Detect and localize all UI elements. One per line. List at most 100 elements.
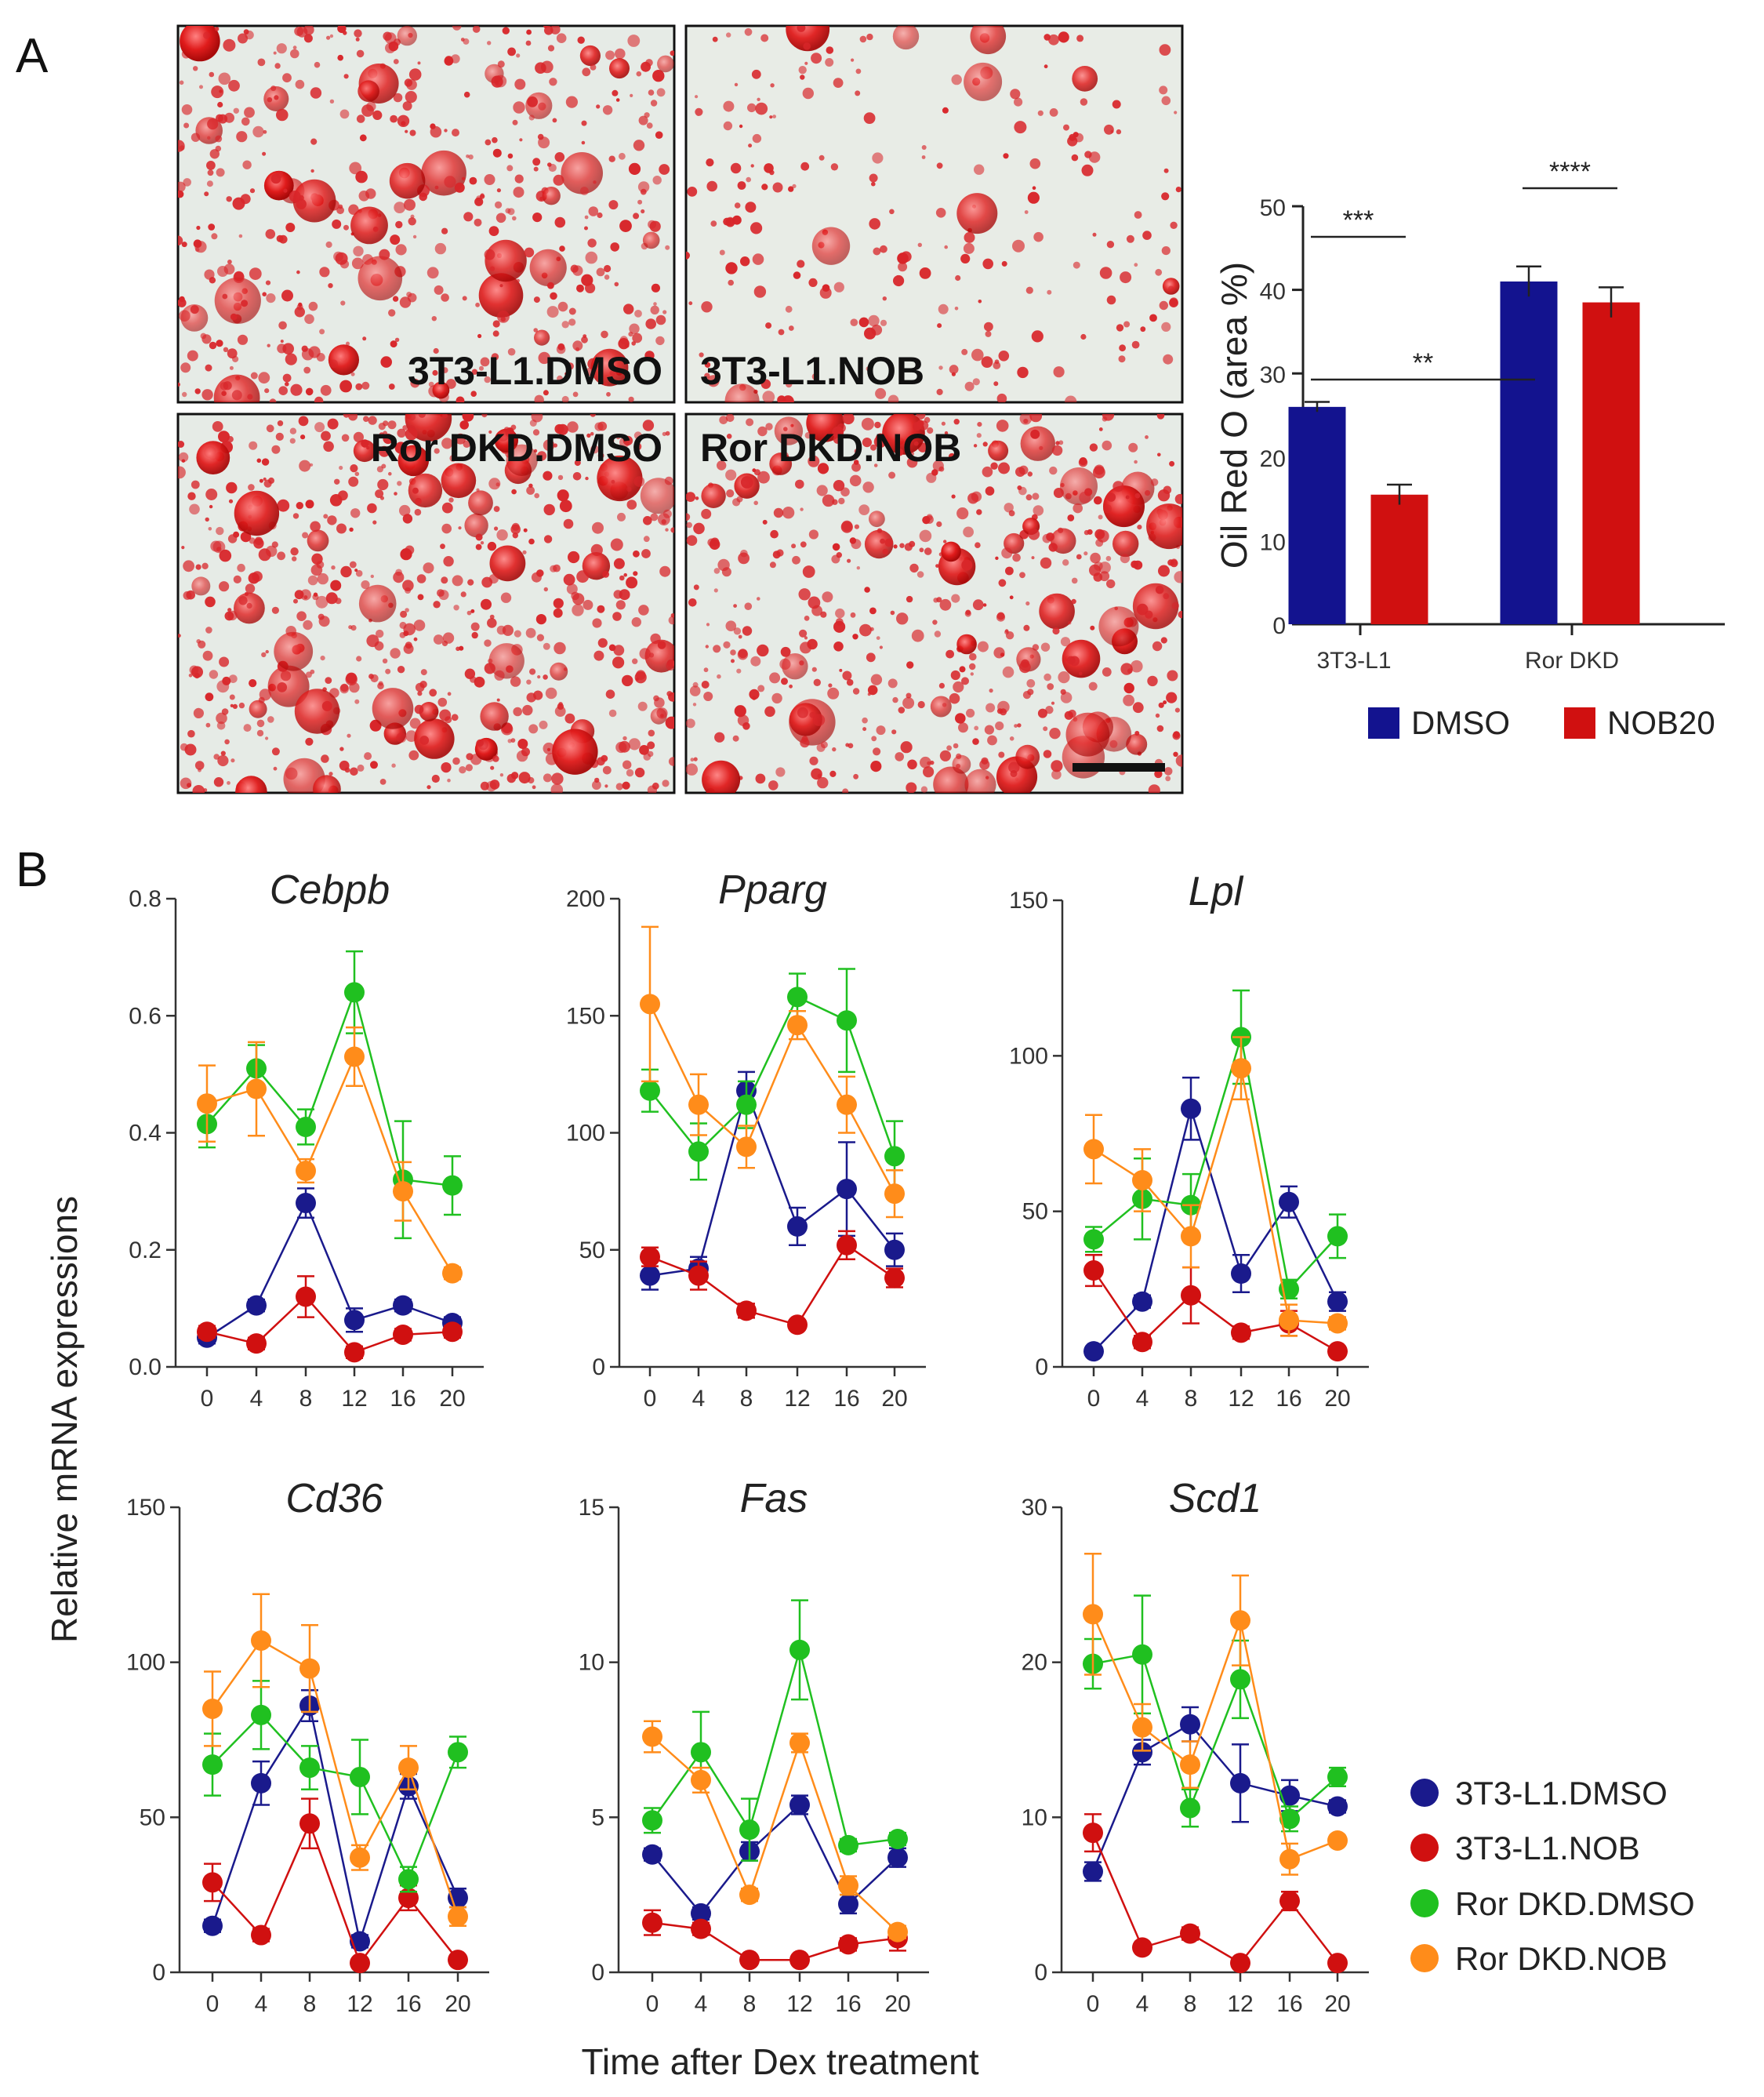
lipid-droplet: [1145, 435, 1149, 439]
lipid-droplet: [319, 267, 330, 278]
lipid-droplet: [833, 641, 844, 652]
lipid-droplet: [238, 702, 245, 709]
lipid-droplet: [1134, 460, 1138, 464]
lipid-droplet: [799, 660, 804, 666]
lipid-droplet: [1044, 673, 1051, 681]
lipid-droplet: [956, 193, 998, 234]
y-tick-label: 0: [591, 1960, 604, 1986]
lipid-droplet: [752, 253, 764, 265]
lipid-droplet: [201, 562, 209, 569]
lipid-droplet: [480, 357, 490, 367]
lipid-droplet: [725, 414, 735, 423]
lipid-droplet: [1109, 740, 1118, 748]
lipid-droplet: [633, 213, 640, 220]
lipid-droplet: [854, 524, 859, 529]
lipid-droplet: [379, 779, 387, 785]
lipid-droplet: [489, 266, 495, 271]
lipid-droplet: [1025, 601, 1030, 606]
lipid-droplet: [274, 63, 281, 69]
lipid-droplet: [1178, 610, 1182, 619]
lipid-droplet: [587, 238, 597, 248]
data-point: [398, 1757, 419, 1779]
lipid-droplet: [276, 43, 287, 54]
lipid-droplet: [972, 738, 979, 745]
lipid-droplet: [226, 196, 232, 202]
lipid-droplet: [704, 373, 710, 379]
y-tick-label: 200: [566, 886, 605, 912]
lipid-droplet: [264, 388, 270, 394]
lipid-droplet: [276, 108, 289, 122]
lipid-droplet: [480, 781, 489, 790]
lipid-droplet: [463, 38, 470, 45]
lipid-droplet: [732, 735, 739, 742]
data-point: [202, 1754, 223, 1775]
data-point: [642, 1912, 662, 1933]
lipid-droplet: [533, 166, 539, 172]
lipid-droplet: [1046, 532, 1054, 541]
lipid-droplet: [633, 476, 645, 487]
lipid-droplet: [441, 463, 477, 499]
lipid-droplet: [641, 549, 651, 558]
lipid-droplet: [974, 164, 985, 175]
lipid-droplet: [289, 427, 297, 434]
lipid-droplet: [433, 634, 444, 645]
lipid-droplet: [650, 305, 659, 314]
lipid-droplet: [920, 756, 931, 769]
lipid-droplet: [723, 217, 731, 226]
lipid-droplet: [557, 301, 568, 312]
lipid-droplet: [491, 353, 499, 361]
lipid-droplet: [216, 721, 226, 730]
lipid-droplet: [308, 301, 318, 311]
lipid-droplet: [1049, 728, 1061, 740]
lipid-droplet: [274, 631, 314, 671]
lipid-droplet: [396, 732, 407, 743]
lipid-droplet: [431, 774, 440, 783]
lipid-droplet: [637, 199, 643, 205]
lipid-droplet: [511, 522, 520, 531]
lipid-droplet: [408, 217, 416, 226]
lipid-droplet: [954, 307, 959, 311]
lipid-droplet: [181, 459, 186, 463]
lipid-droplet: [855, 68, 862, 75]
lipid-droplet: [939, 598, 952, 611]
lipid-droplet: [538, 102, 546, 111]
lipid-droplet: [399, 632, 406, 638]
lipid-droplet: [893, 274, 905, 287]
lipid-droplet: [785, 305, 793, 313]
lipid-droplet: [1156, 725, 1164, 732]
lipid-droplet: [868, 314, 880, 327]
lipid-droplet: [1126, 234, 1134, 243]
lipid-droplet: [402, 425, 408, 431]
lipid-droplet: [721, 567, 731, 577]
micrograph-label: 3T3-L1.DMSO: [408, 349, 662, 393]
lipid-droplet: [543, 503, 555, 516]
lipid-droplet: [405, 587, 412, 594]
series: [1083, 1036, 1348, 1337]
lipid-droplet: [321, 431, 331, 442]
lipid-droplet: [252, 125, 264, 138]
lipid-droplet: [656, 707, 668, 719]
y-tick-label: 40: [1260, 279, 1286, 305]
lipid-droplet: [728, 279, 734, 286]
lipid-droplet: [528, 114, 535, 121]
lipid-droplet: [380, 356, 393, 368]
lipid-droplet: [214, 27, 220, 31]
lipid-droplet: [390, 114, 397, 123]
lipid-droplet: [205, 596, 216, 608]
lipid-droplet: [1161, 96, 1171, 106]
data-point: [884, 1146, 905, 1167]
x-tick-label: 0: [201, 1386, 214, 1412]
lipid-droplet: [1116, 324, 1124, 332]
lipid-droplet: [670, 50, 674, 56]
lipid-droplet: [1163, 593, 1170, 600]
lipid-droplet: [887, 394, 899, 402]
lipid-droplet: [516, 750, 528, 762]
lipid-droplet: [574, 460, 581, 467]
x-tick-label: 4: [255, 1991, 268, 2017]
lipid-droplet: [639, 648, 651, 660]
x-tick-label: 0: [206, 1991, 220, 2017]
lipid-droplet: [479, 194, 485, 199]
lipid-droplet: [528, 724, 539, 734]
data-point: [299, 1813, 320, 1834]
lipid-droplet: [753, 500, 758, 506]
